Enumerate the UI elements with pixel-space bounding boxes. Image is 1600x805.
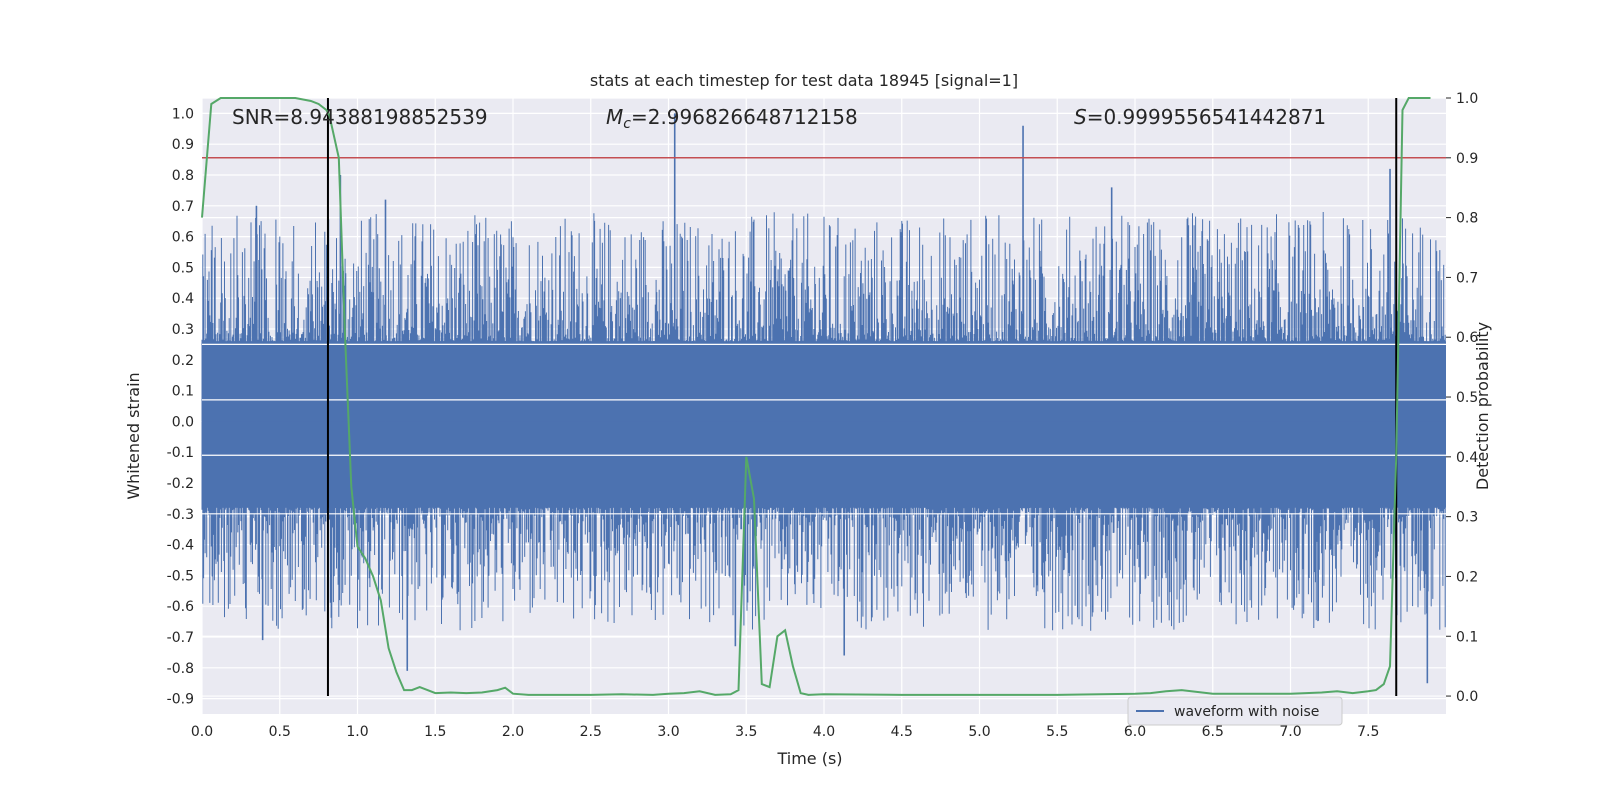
x-tick-label: 2.0 — [502, 724, 524, 740]
y-tick-label: -0.9 — [167, 692, 194, 708]
y-tick-label: -0.2 — [167, 476, 194, 492]
y2-tick-label: 0.7 — [1456, 270, 1478, 286]
legend-label-waveform: waveform with noise — [1174, 704, 1319, 720]
score-value: =0.9999556541442871 — [1087, 105, 1326, 129]
y2-tick-label: 0.2 — [1456, 569, 1478, 585]
legend-box — [1127, 696, 1343, 726]
x-tick-label: 7.0 — [1279, 724, 1301, 740]
y-tick-label: 0.4 — [172, 291, 194, 307]
legend: waveform with noise — [1127, 696, 1343, 726]
x-tick-label: 1.0 — [346, 724, 368, 740]
waveform-lower — [201, 421, 1446, 631]
y-tick-label: 0.1 — [172, 384, 194, 400]
y-tick-label: 0.3 — [172, 322, 194, 338]
x-tick-label: 0.5 — [269, 724, 291, 740]
y-tick-label: -0.1 — [167, 445, 194, 461]
y2-tick-label: 0.1 — [1456, 629, 1478, 645]
y-tick-label: 0.6 — [172, 230, 194, 246]
x-axis-label: Time (s) — [776, 749, 842, 768]
x-tick-label: 0.0 — [191, 724, 213, 740]
chirp-mass-symbol: M — [606, 105, 623, 129]
score-symbol: S — [1074, 105, 1087, 129]
chirp-mass-subscript: c — [623, 116, 631, 132]
y-tick-label: 1.0 — [172, 106, 194, 122]
y2-tick-label: 0.6 — [1456, 330, 1478, 346]
y-tick-label: -0.5 — [167, 568, 194, 584]
x-tick-label: 5.0 — [968, 724, 990, 740]
y-tick-label: -0.8 — [167, 661, 194, 677]
x-tick-label: 2.5 — [580, 724, 602, 740]
score-annotation: S=0.9999556541442871 — [1074, 105, 1326, 129]
y2-tick-label: 0.8 — [1456, 211, 1478, 227]
chart-title: stats at each timestep for test data 189… — [590, 71, 1018, 90]
chirp-mass-value: =2.996826648712158 — [631, 105, 858, 129]
y2-tick-label: 0.9 — [1456, 151, 1478, 167]
y2-tick-label: 0.4 — [1456, 450, 1478, 466]
y2-tick-label: 0.0 — [1456, 689, 1478, 705]
x-tick-label: 3.0 — [657, 724, 679, 740]
x-tick-label: 3.5 — [735, 724, 757, 740]
x-tick-label: 4.0 — [813, 724, 835, 740]
y-axis-label: Whitened strain — [124, 372, 143, 499]
y2-tick-label: 0.5 — [1456, 390, 1478, 406]
y-tick-label: 0.8 — [172, 168, 194, 184]
chirp-mass-annotation: Mc=2.996826648712158 — [606, 105, 858, 132]
y2-tick-label: 1.0 — [1456, 91, 1478, 107]
x-tick-label: 6.0 — [1124, 724, 1146, 740]
x-tick-label: 7.5 — [1357, 724, 1379, 740]
x-tick-label: 4.5 — [891, 724, 913, 740]
y-tick-label: 0.0 — [172, 414, 194, 430]
y-tick-label: 0.5 — [172, 260, 194, 276]
y-tick-label: -0.3 — [167, 507, 194, 523]
x-tick-label: 6.5 — [1202, 724, 1224, 740]
detection-probability-line — [201, 97, 1431, 696]
y-tick-label: -0.7 — [167, 630, 194, 646]
y-tick-label: -0.4 — [167, 538, 194, 554]
x-tick-label: 1.5 — [424, 724, 446, 740]
y-tick-label: 0.7 — [172, 199, 194, 215]
y-tick-label: 0.9 — [172, 137, 194, 153]
y2-axis-label: Detection probability — [1473, 322, 1492, 490]
y-tick-label: 0.2 — [172, 353, 194, 369]
y2-tick-label: 0.3 — [1456, 510, 1478, 526]
y-tick-label: -0.6 — [167, 599, 194, 615]
snr-annotation: SNR=8.94388198852539 — [232, 105, 488, 129]
x-tick-label: 5.5 — [1046, 724, 1068, 740]
